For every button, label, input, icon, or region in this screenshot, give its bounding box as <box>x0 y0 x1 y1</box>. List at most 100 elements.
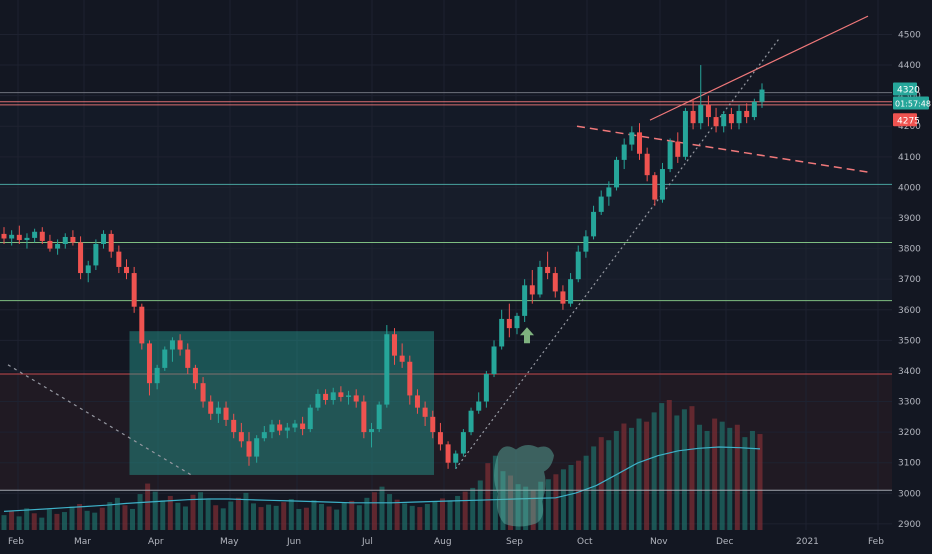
volume-bar <box>553 474 559 530</box>
candle-body <box>575 251 581 280</box>
volume-ma-line <box>3 446 761 512</box>
candle-body <box>139 306 145 344</box>
highlight-blob[interactable] <box>494 444 554 527</box>
candle-body <box>568 279 574 304</box>
candle-body <box>177 340 183 350</box>
volume-bar <box>122 505 128 530</box>
volume-bar <box>175 502 181 530</box>
candle-body <box>744 110 750 118</box>
candle-body <box>453 453 459 463</box>
candle-body <box>55 244 61 249</box>
volume-bar <box>681 409 687 530</box>
candle-body <box>323 393 329 400</box>
time-tick-label: Jun <box>286 537 301 547</box>
candle-body <box>583 236 589 252</box>
candle-body <box>361 401 367 433</box>
candle-body <box>238 432 244 442</box>
candle-body <box>713 117 719 127</box>
candle-body <box>499 318 505 347</box>
candle-body <box>445 444 451 463</box>
volume-bar <box>432 501 438 530</box>
candle-body <box>644 153 650 176</box>
candle-body <box>705 104 711 118</box>
candle-body <box>192 367 198 384</box>
candle-body <box>62 236 68 244</box>
price-tick-label: 4000 <box>898 183 921 193</box>
volume-bar <box>651 412 657 530</box>
volume-bar <box>727 427 733 530</box>
price-tick-label: 3300 <box>898 398 921 408</box>
last-price-badge <box>893 82 917 96</box>
volume-bar <box>84 510 90 530</box>
volume-bar <box>167 495 173 530</box>
volume-bar <box>326 506 332 530</box>
volume-bar <box>485 463 491 530</box>
volume-bar <box>288 499 294 530</box>
volume-bar <box>402 503 408 530</box>
candle-body <box>506 318 512 329</box>
volume-bar <box>130 508 136 530</box>
volume-bar <box>515 484 521 530</box>
price-tick-label: 3000 <box>898 489 921 499</box>
candle-body <box>636 132 642 154</box>
candle-body <box>376 404 382 430</box>
volume-bar <box>568 465 574 530</box>
candle-body <box>307 407 313 430</box>
candle-body <box>483 374 489 402</box>
volume-bar <box>371 492 377 530</box>
candle-body <box>476 401 482 411</box>
candle-body <box>468 410 474 433</box>
price-tick-label: 3100 <box>898 459 921 469</box>
markers[interactable] <box>494 327 554 527</box>
volume-bar <box>492 455 498 530</box>
candle-body <box>384 334 390 405</box>
candle-body <box>169 340 175 350</box>
volume-bar <box>281 502 287 530</box>
volume-bar <box>613 430 619 530</box>
volume-bar <box>409 505 415 530</box>
candle-body <box>437 432 443 445</box>
volume-bar <box>394 499 400 530</box>
candle-body <box>32 231 38 238</box>
price-tick-label: 2900 <box>898 520 921 530</box>
candle-body <box>606 187 612 197</box>
candle-body <box>300 423 306 430</box>
volume-bar <box>477 480 483 530</box>
volume-bar <box>182 506 188 530</box>
volume-bar <box>636 418 642 530</box>
trendlines <box>7 15 869 476</box>
trendline-descending-dashed[interactable] <box>576 125 869 173</box>
volume-bar <box>379 486 385 530</box>
candle-body <box>659 169 665 200</box>
countdown-badge <box>893 96 929 110</box>
candle-body <box>422 407 428 417</box>
volume-bar <box>424 504 430 530</box>
time-tick-label: Dec <box>716 537 733 547</box>
price-tick-label: 4100 <box>898 153 921 163</box>
candle-body <box>675 141 681 157</box>
price-tick-label: 3400 <box>898 367 921 377</box>
time-tick-label: Feb <box>8 537 24 547</box>
volume-bar <box>583 455 589 530</box>
volume-bar <box>689 406 695 530</box>
last-price-label: 4320 <box>897 86 920 96</box>
volume-bar <box>61 512 67 530</box>
time-tick-label: Oct <box>577 537 593 547</box>
up-arrow-icon[interactable] <box>520 327 534 344</box>
candle-body <box>9 234 15 239</box>
trendline-falling-dotted[interactable] <box>7 364 192 476</box>
volume-bar <box>356 505 362 530</box>
candle-body <box>759 89 765 102</box>
candle-body <box>629 132 635 145</box>
candle-body <box>682 110 688 157</box>
volume-bar <box>523 486 529 530</box>
volume-bar <box>152 491 158 530</box>
candle-body <box>598 196 604 212</box>
volume-bar <box>107 502 113 530</box>
trendline-resistance[interactable] <box>649 15 869 121</box>
candle-body <box>369 429 375 433</box>
volume-bar <box>311 500 317 530</box>
candle-body <box>131 273 137 307</box>
